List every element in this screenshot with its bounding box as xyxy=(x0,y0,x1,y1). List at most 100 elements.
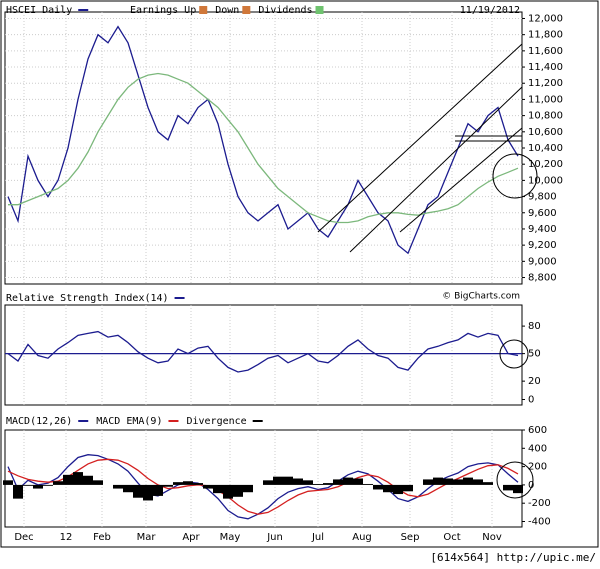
bar xyxy=(83,475,93,485)
x-tick-label: Dec xyxy=(14,532,33,543)
trend-line xyxy=(317,43,523,233)
y-tick-label: 10,800 xyxy=(528,111,563,122)
plots: 8,800 9,000 9,200 9,400 9,600 9,800 10,000 10,2… xyxy=(3,5,563,543)
y-tick-label: 20 xyxy=(528,376,541,387)
bar xyxy=(503,484,513,491)
bar xyxy=(163,484,173,487)
y-tick-label: 600 xyxy=(528,425,547,436)
chart-date: 11/19/2012 xyxy=(460,5,520,16)
x-tick-label: Apr xyxy=(182,532,200,543)
legend-label: Down xyxy=(215,5,239,16)
bar xyxy=(323,483,333,485)
bar xyxy=(193,483,203,485)
y-tick-label: 80 xyxy=(528,321,541,332)
y-tick-label: 12,000 xyxy=(528,13,563,24)
bar xyxy=(143,484,153,501)
bar xyxy=(423,479,433,485)
bar xyxy=(313,483,323,485)
line xyxy=(8,72,519,224)
panel-title: HSCEI Daily xyxy=(6,5,72,16)
y-tick-label: 9,600 xyxy=(528,208,557,219)
y-tick-label: 10,400 xyxy=(528,143,563,154)
bar xyxy=(433,477,443,485)
legend-label: MACD(12,26) xyxy=(6,416,72,427)
bar xyxy=(73,472,83,485)
legend-label: Dividends xyxy=(258,5,312,16)
watermark: [614x564] http://upic.me/ xyxy=(430,551,596,564)
bar xyxy=(393,484,403,495)
y-tick-label: 10,200 xyxy=(528,159,563,170)
bar xyxy=(443,478,453,485)
bar xyxy=(513,484,523,494)
bar xyxy=(183,481,193,485)
bar xyxy=(153,484,163,496)
bar xyxy=(333,479,343,485)
legend-label: Divergence xyxy=(186,416,246,427)
source: © BigCharts.com xyxy=(442,292,520,302)
bar xyxy=(473,479,483,485)
line xyxy=(7,330,519,373)
bar xyxy=(123,484,133,493)
bar xyxy=(213,484,223,494)
trend-line xyxy=(349,86,523,253)
bar xyxy=(283,476,293,485)
y-tick-label: 10,600 xyxy=(528,127,563,138)
x-tick-label: Jul xyxy=(311,532,324,543)
bar xyxy=(133,484,143,498)
bar xyxy=(293,478,303,485)
bar xyxy=(263,480,273,485)
bar xyxy=(353,478,363,485)
bar xyxy=(343,477,353,485)
bar xyxy=(23,484,33,486)
bar xyxy=(243,484,253,493)
x-tick-label: Feb xyxy=(93,532,111,543)
legend-icon xyxy=(199,6,208,14)
y-tick-label: 10,000 xyxy=(528,175,563,186)
bar xyxy=(273,476,283,485)
y-tick-label: -400 xyxy=(528,517,551,528)
bar xyxy=(373,484,383,490)
bar xyxy=(53,481,63,485)
y-tick-label: 11,600 xyxy=(528,46,563,57)
x-tick-label: 12 xyxy=(60,532,73,543)
line xyxy=(7,25,519,255)
y-tick-label: 11,400 xyxy=(528,62,563,73)
y-tick-label: 0 xyxy=(528,394,534,405)
y-tick-label: 8,800 xyxy=(528,273,557,284)
x-tick-label: Sep xyxy=(401,532,420,543)
y-tick-label: 9,200 xyxy=(528,240,557,251)
x-tick-label: Mar xyxy=(137,532,157,543)
y-tick-label: 400 xyxy=(528,443,547,454)
bar xyxy=(403,484,413,492)
y-tick-label: 11,800 xyxy=(528,30,563,41)
bar xyxy=(173,482,183,485)
bar xyxy=(203,484,213,489)
legend-label: MACD EMA(9) xyxy=(96,416,162,427)
trend-line xyxy=(399,127,523,233)
bar xyxy=(3,480,13,485)
x-tick-label: Jun xyxy=(266,532,283,543)
x-tick-label: May xyxy=(220,532,241,543)
bar xyxy=(363,483,373,485)
highlight-circle xyxy=(499,339,529,369)
y-tick-label: 11,000 xyxy=(528,94,563,105)
x-tick-label: Nov xyxy=(482,532,502,543)
line xyxy=(7,458,519,515)
bar xyxy=(233,484,243,497)
highlight-circle xyxy=(496,461,534,499)
plot-area xyxy=(4,304,523,406)
bar xyxy=(303,480,313,485)
legend-label: Earnings Up xyxy=(130,5,196,16)
y-tick-label: 9,000 xyxy=(528,256,557,267)
drawings xyxy=(317,43,538,499)
bar xyxy=(223,484,233,499)
bar xyxy=(483,482,493,485)
bar xyxy=(43,484,53,486)
bar xyxy=(63,474,73,485)
x-tick-label: Aug xyxy=(352,532,372,543)
bar xyxy=(13,484,23,499)
y-tick-label: -200 xyxy=(528,498,551,509)
bar xyxy=(463,477,473,485)
